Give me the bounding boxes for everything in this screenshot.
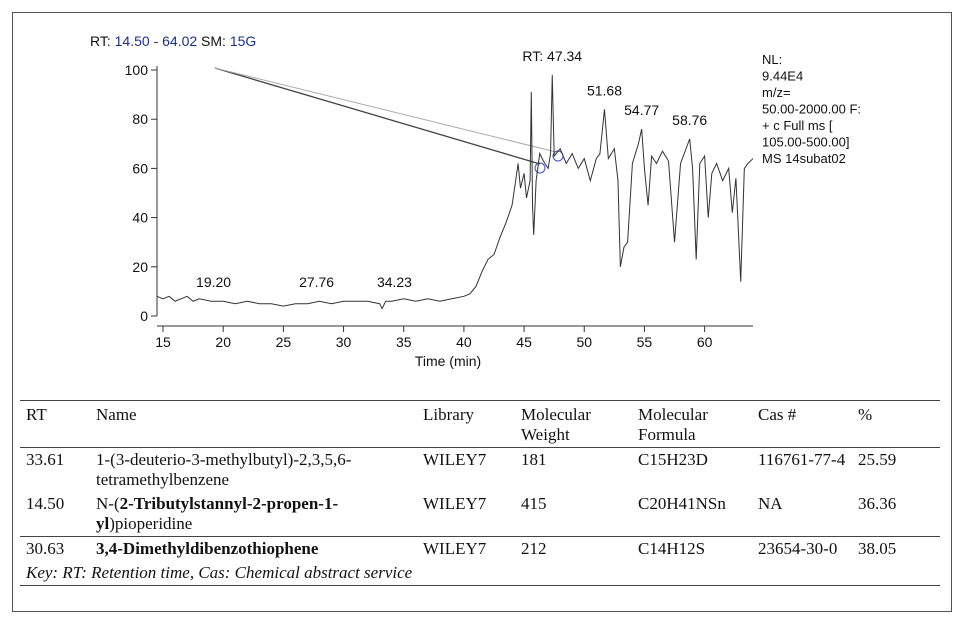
cell: 30.63	[26, 539, 65, 558]
name-part: )pioperidine	[109, 514, 193, 533]
cell: WILEY7	[423, 494, 487, 513]
cell: 116761-77-4	[758, 450, 846, 469]
th: Library	[423, 405, 474, 424]
th: Cas #	[758, 405, 797, 424]
row: 30.63 3,4-Dimethyldibenzothiophene WILEY…	[20, 537, 940, 562]
chart: RT: 14.50 - 64.02 SM: 15G Time (min) 0 20…	[90, 33, 861, 369]
x-tick-label: 40	[456, 334, 472, 350]
info-line: 50.00-2000.00 F:	[762, 102, 861, 117]
header: RT: 14.50 - 64.02 SM: 15G	[90, 33, 256, 49]
y-tick-label: 60	[132, 160, 148, 176]
peak-label: 54.77	[624, 102, 659, 118]
x-tick-label: 25	[276, 334, 292, 350]
th: RT	[26, 405, 47, 424]
name-part: N-(	[96, 494, 120, 513]
rt-range: 14.50 - 64.02	[115, 33, 198, 49]
cell: 23654-30-0	[758, 539, 838, 558]
y-tick-label: 80	[132, 111, 148, 127]
y-tick-label: 20	[132, 259, 148, 275]
cell: C14H12S	[638, 539, 706, 558]
cell: 14.50	[26, 494, 65, 513]
cell: 212	[521, 539, 547, 558]
sm-value: 15G	[230, 33, 256, 49]
cell: NA	[758, 494, 783, 513]
info-line: NL:	[762, 52, 782, 67]
y-tick-label: 100	[125, 62, 149, 78]
x-tick-label: 30	[336, 334, 352, 350]
info-line: MS 14subat02	[762, 151, 846, 166]
cell: C20H41NSn	[638, 494, 726, 513]
th: %	[858, 405, 873, 424]
cell: C15H23D	[638, 450, 708, 469]
x-tick-label: 55	[637, 334, 653, 350]
cell: 1-(3-deuterio-3-methylbutyl)-2,3,5,6-tet…	[96, 450, 352, 489]
pointer-line	[214, 67, 541, 165]
peak-label: 51.68	[587, 82, 622, 98]
row: 14.50 N-(2-Tributylstannyl-2-propen-1-yl…	[20, 492, 940, 537]
info-line: 9.44E4	[762, 69, 803, 84]
peak-label: 19.20	[196, 274, 231, 290]
th: Molecular Weight	[521, 405, 591, 444]
peak-label: 34.23	[377, 274, 412, 290]
chromatogram-line	[156, 74, 754, 310]
y-tick-label: 40	[132, 210, 148, 226]
rt-label: RT:	[90, 33, 111, 49]
peak-label: 27.76	[299, 274, 334, 290]
cell: N-(2-Tributylstannyl-2-propen-1-yl)piope…	[90, 492, 417, 537]
row: 33.61 1-(3-deuterio-3-methylbutyl)-2,3,5…	[20, 448, 940, 493]
x-tick-label: 60	[697, 334, 713, 350]
x-tick-label: 20	[215, 334, 231, 350]
header-row: RT Name Library Molecular Weight Molecul…	[20, 400, 940, 448]
pointer-line	[214, 67, 557, 153]
cell: 38.05	[858, 539, 897, 558]
cell: WILEY7	[423, 539, 487, 558]
marker	[534, 162, 546, 174]
frame	[12, 12, 952, 612]
x-tick-label: 35	[396, 334, 412, 350]
x-tick-label: 15	[155, 334, 171, 350]
cell: 415	[521, 494, 547, 513]
name: 3,4-Dimethyldibenzothiophene	[96, 539, 319, 558]
th: Name	[96, 405, 137, 424]
x-tick-label: 45	[516, 334, 532, 350]
y-tick-label: 0	[140, 308, 148, 324]
peak-label: 58.76	[672, 112, 707, 128]
name-part: 2-Tributylstannyl-2-propen-1-yl	[96, 494, 339, 533]
th: Molecular Formula	[638, 405, 708, 444]
info-line: + c Full ms [	[762, 118, 833, 133]
cell: 36.36	[858, 494, 897, 513]
cell: 3,4-Dimethyldibenzothiophene	[90, 537, 417, 562]
peak-label: RT: 47.34	[522, 48, 582, 64]
info-line: 105.00-500.00]	[762, 135, 849, 150]
x-axis-title: Time (min)	[415, 353, 481, 369]
key-row: Key: RT: Retention time, Cas: Chemical a…	[20, 561, 940, 586]
info-line: m/z=	[762, 85, 791, 100]
x-tick-label: 50	[576, 334, 592, 350]
sm-label: SM:	[201, 33, 226, 49]
key: Key: RT: Retention time, Cas: Chemical a…	[20, 561, 940, 586]
cell: WILEY7	[423, 450, 487, 469]
cell: 181	[521, 450, 547, 469]
cell: 25.59	[858, 450, 897, 469]
results-table: RT Name Library Molecular Weight Molecul…	[20, 400, 940, 586]
cell: 33.61	[26, 450, 65, 469]
